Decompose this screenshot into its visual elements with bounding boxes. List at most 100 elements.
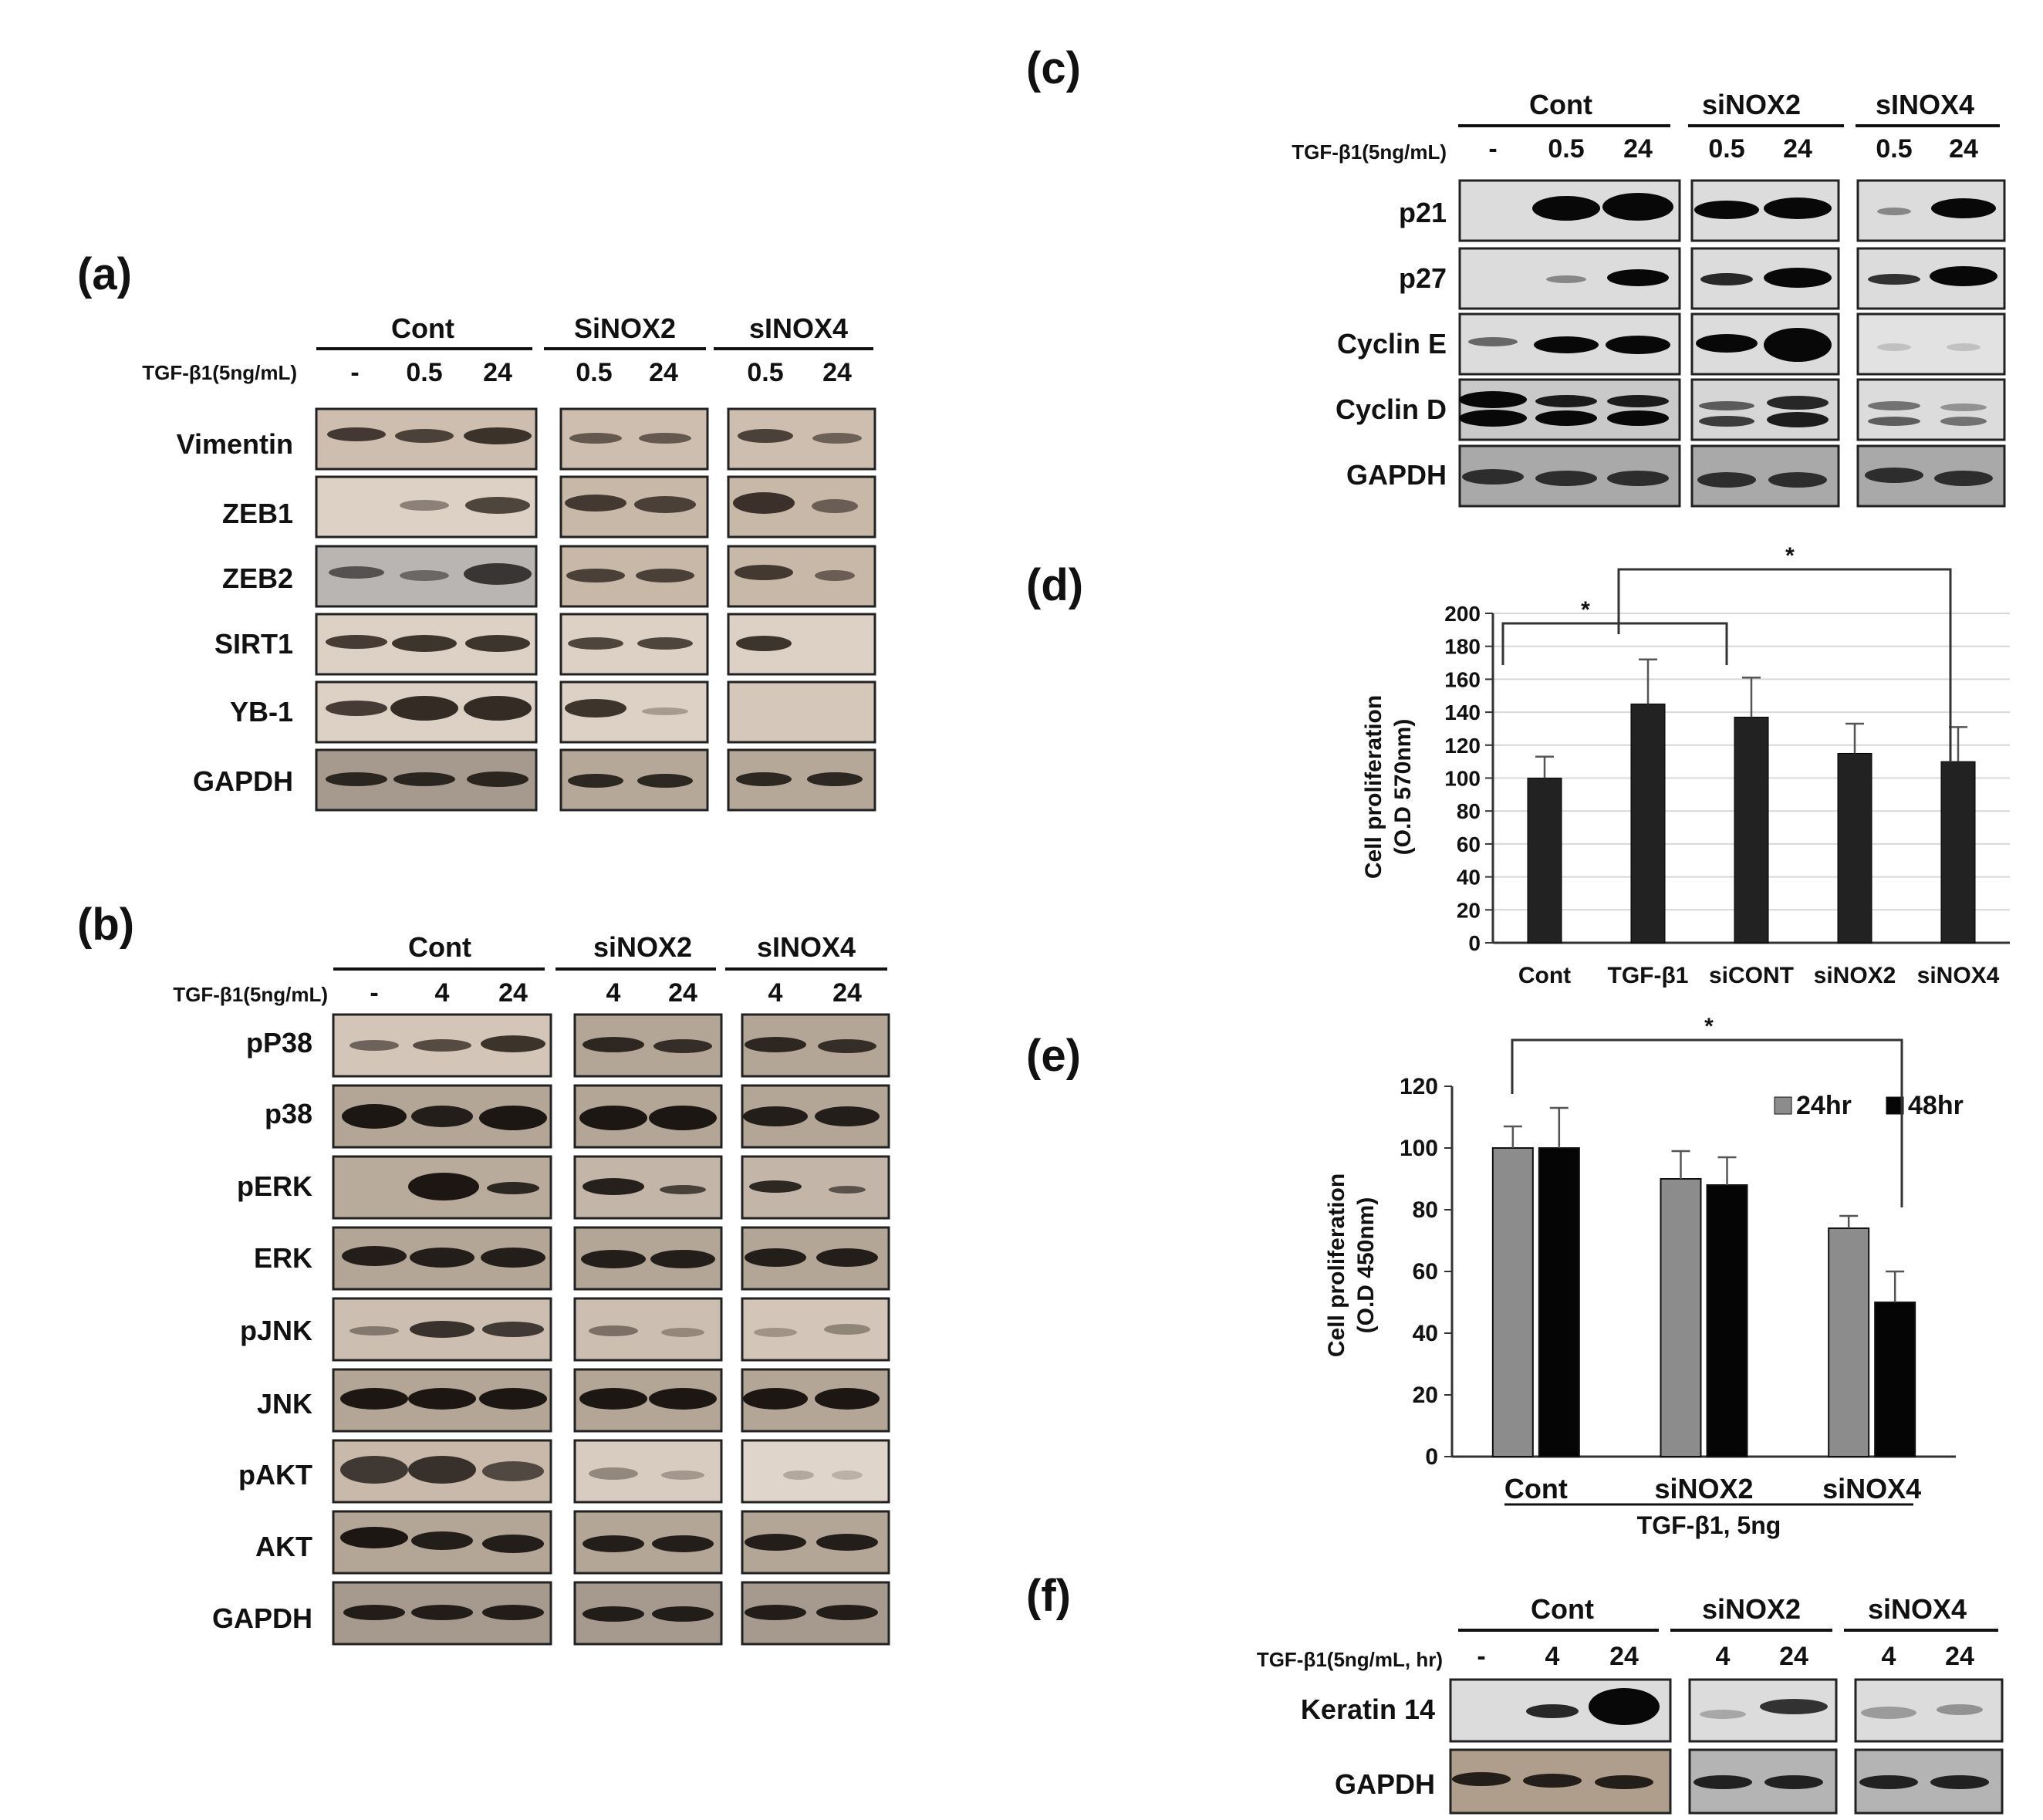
panel-c-lane-label: 24 [1783, 134, 1812, 164]
panel-e-letter: (e) [1026, 1031, 1081, 1081]
y-tick-label: 120 [1400, 1074, 1438, 1099]
panel-d-chart: (d) 0 20 40 60 80 100 120 140 160 180 200 Cont TGF-… [1026, 543, 2010, 988]
panel-f-letter: (f) [1026, 1571, 1071, 1621]
panel-f-lane-label: 4 [1716, 1642, 1731, 1671]
blot-grid-a [315, 407, 876, 812]
panel-e-group-caption: TGF-β1, 5ng [1637, 1511, 1781, 1539]
blot-row-label: pERK [237, 1170, 312, 1202]
panel-c-lane-label: 0.5 [1708, 134, 1744, 164]
blot-row-label: p38 [265, 1098, 312, 1129]
y-tick-label: 80 [1413, 1197, 1438, 1223]
panel-a-group-cont: Cont [391, 312, 454, 344]
panel-d-ylabel: Cell proliferation [1361, 695, 1386, 879]
panel-b-lane-label: 4 [606, 978, 621, 1008]
y-tick-label: 120 [1444, 734, 1481, 758]
legend-label: 24hr [1796, 1091, 1852, 1120]
panel-b-group-sinox2: siNOX2 [593, 931, 692, 963]
blot-grid-f [1449, 1678, 2004, 1815]
bar [1940, 761, 1976, 944]
panel-d-significance: * [1581, 597, 1590, 623]
panel-f-lane-label: - [1477, 1642, 1485, 1671]
blot-row-label: SIRT1 [214, 628, 293, 660]
blot-row-label: GAPDH [1346, 459, 1447, 491]
panel-c-group-cont: Cont [1529, 89, 1592, 120]
panel-a-group-sinox4: sINOX4 [749, 312, 848, 344]
panel-b-lane-label: 4 [768, 978, 783, 1008]
panel-e-ylabel-unit: (O.D 450nm) [1353, 1197, 1379, 1334]
panel-f-lane-label: 24 [1945, 1642, 1974, 1671]
x-tick-label: siNOX4 [1822, 1473, 1921, 1504]
panel-a-group-sinox2: SiNOX2 [574, 312, 676, 344]
y-tick-label: 80 [1457, 799, 1481, 823]
panel-f-group-cont: Cont [1531, 1593, 1594, 1625]
panel-a: (a) Cont SiNOX2 sINOX4 TGF-β1(5ng/mL) - … [77, 249, 876, 812]
blot-row-label: ERK [254, 1242, 312, 1274]
y-tick-label: 40 [1413, 1321, 1438, 1346]
blot-row-label: Cyclin E [1337, 328, 1447, 360]
panel-b-group-cont: Cont [408, 931, 471, 963]
bar [1660, 1178, 1702, 1457]
bar [1837, 752, 1872, 944]
blot-row-label: pP38 [246, 1027, 312, 1059]
bar [1630, 703, 1666, 944]
y-tick-label: 0 [1468, 931, 1481, 955]
panel-d-ylabel-unit: (O.D 570nm) [1390, 719, 1416, 856]
panel-f-lane-label: 24 [1779, 1642, 1808, 1671]
panel-e-ylabel: Cell proliferation [1324, 1173, 1349, 1357]
blot-row-label: GAPDH [1335, 1768, 1435, 1800]
blot-row-label: Vimentin [177, 428, 293, 460]
y-tick-label: 200 [1444, 602, 1481, 626]
panel-f-lane-label: 4 [1882, 1642, 1896, 1671]
blot-row-label: GAPDH [212, 1602, 312, 1634]
panel-f-group-sinox2: siNOX2 [1702, 1593, 1801, 1625]
legend-label: 48hr [1908, 1091, 1964, 1120]
bar [1874, 1302, 1916, 1457]
blot-row-label: p21 [1399, 197, 1447, 228]
blot-grid-b [332, 1013, 890, 1646]
panel-a-lane-label: 0.5 [406, 358, 442, 387]
panel-b: (b) Cont siNOX2 sINOX4 TGF-β1(5ng/mL) - … [77, 900, 890, 1646]
panel-c-lane-label: 0.5 [1876, 134, 1912, 164]
blot-row-label: Keratin 14 [1301, 1693, 1435, 1725]
panel-f-lane-label: 4 [1545, 1642, 1560, 1671]
panel-a-lane-label: 0.5 [747, 358, 783, 387]
blot-row-label: GAPDH [193, 765, 293, 797]
legend-swatch [1886, 1096, 1904, 1115]
panel-d-letter: (d) [1026, 560, 1083, 610]
panel-b-letter: (b) [77, 900, 134, 950]
panel-f-group-sinox4: siNOX4 [1868, 1593, 1967, 1625]
legend-swatch [1774, 1096, 1792, 1115]
panel-b-group-sinox4: sINOX4 [757, 931, 856, 963]
panel-c-lane-label: 24 [1623, 134, 1653, 164]
panel-c-lane-label: 24 [1949, 134, 1978, 164]
panel-c-lane-label: 0.5 [1548, 134, 1584, 164]
panel-a-lane-label: - [350, 358, 359, 387]
x-tick-label: siNOX2 [1654, 1473, 1753, 1504]
x-tick-label: siNOX4 [1917, 963, 2000, 988]
y-tick-label: 140 [1444, 701, 1481, 724]
blot-row-label: Cyclin D [1336, 393, 1447, 425]
panel-c-group-sinox4: sINOX4 [1876, 89, 1974, 120]
y-tick-label: 20 [1413, 1383, 1438, 1408]
bar [1734, 717, 1769, 944]
panel-e-significance: * [1704, 1014, 1714, 1039]
x-tick-label: Cont [1518, 963, 1571, 988]
y-tick-label: 60 [1457, 832, 1481, 856]
panel-e-chart: (e) 0 20 40 60 80 100 120 Cont siNOX2 siNOX4 24h… [1026, 1014, 1964, 1539]
y-tick-label: 180 [1444, 635, 1481, 659]
y-tick-label: 20 [1457, 898, 1481, 922]
panel-a-treatment-label: TGF-β1(5ng/mL) [142, 361, 297, 384]
blot-row-label: JNK [257, 1388, 312, 1420]
blot-row-label: ZEB1 [222, 498, 293, 529]
y-tick-label: 160 [1444, 667, 1481, 691]
y-tick-label: 100 [1444, 767, 1481, 791]
x-tick-label: TGF-β1 [1608, 963, 1689, 988]
blot-row-label: pJNK [240, 1315, 312, 1346]
panel-f-treatment-label: TGF-β1(5ng/mL, hr) [1257, 1648, 1443, 1671]
x-tick-label: Cont [1504, 1473, 1568, 1504]
x-tick-label: siNOX2 [1814, 963, 1896, 988]
panel-f-lane-label: 24 [1609, 1642, 1639, 1671]
panel-b-lane-label: - [370, 978, 378, 1008]
blot-grid-c [1458, 179, 2006, 508]
